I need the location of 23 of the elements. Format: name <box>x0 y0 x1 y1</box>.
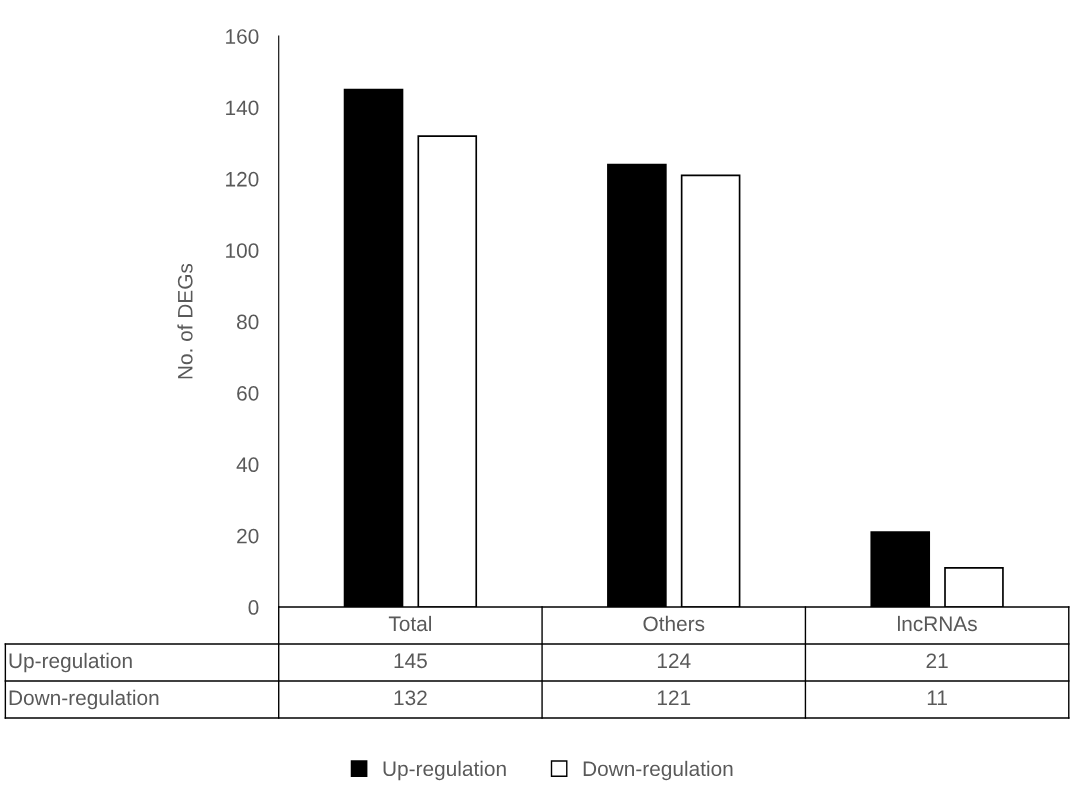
data-label: 11 <box>927 690 947 705</box>
x-tick-label: Total <box>388 615 432 632</box>
data-label: 21 <box>926 653 948 668</box>
y-tick-label: 160 <box>226 29 259 44</box>
x-tick-label: Others <box>643 615 705 632</box>
y-tick-label: 40 <box>236 457 259 473</box>
y-tick-label: 80 <box>237 314 259 330</box>
text: Down-regulation <box>9 689 159 710</box>
legend-label: Up-regulation <box>383 760 506 781</box>
y-axis-title: No. of DEGs <box>177 263 193 379</box>
text: Up-regulation <box>9 652 132 673</box>
data-label: 132 <box>394 690 427 706</box>
legend-label: Down-regulation <box>583 760 733 781</box>
y-tick-label: 100 <box>226 243 259 258</box>
x-tick-label: lncRNAs <box>897 615 977 632</box>
data-label: 121 <box>657 690 691 705</box>
y-tick-label: 60 <box>237 385 259 401</box>
y-tick-label: 140 <box>226 100 259 116</box>
data-label: 145 <box>394 653 427 669</box>
y-tick-label: 20 <box>237 528 259 544</box>
y-tick-label: 120 <box>226 171 259 187</box>
data-label: 124 <box>657 653 691 668</box>
y-tick-label: 0 <box>248 600 259 615</box>
